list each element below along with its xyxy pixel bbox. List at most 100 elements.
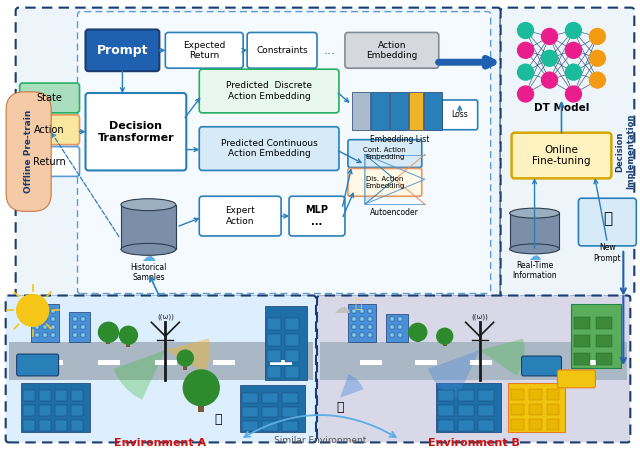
FancyBboxPatch shape xyxy=(557,370,595,388)
Bar xyxy=(35,325,38,329)
Text: 🧍: 🧍 xyxy=(214,413,222,426)
FancyBboxPatch shape xyxy=(20,115,79,144)
Text: Environment B: Environment B xyxy=(428,438,520,448)
Bar xyxy=(198,392,204,412)
Text: Historical
Samples: Historical Samples xyxy=(130,263,166,283)
Bar xyxy=(72,317,77,321)
Bar xyxy=(360,310,364,313)
Bar xyxy=(43,325,47,329)
Bar xyxy=(35,333,38,337)
Bar xyxy=(183,358,188,370)
Bar xyxy=(371,92,389,130)
Bar xyxy=(572,305,621,368)
Bar xyxy=(596,335,612,347)
Bar xyxy=(368,325,372,329)
Text: Loss: Loss xyxy=(451,110,468,119)
Text: Decision
Implementation: Decision Implementation xyxy=(616,114,635,189)
Text: State: State xyxy=(36,93,63,103)
FancyBboxPatch shape xyxy=(17,354,59,376)
Ellipse shape xyxy=(509,244,559,254)
Bar xyxy=(575,335,591,347)
Bar xyxy=(575,353,591,365)
Bar xyxy=(390,333,394,337)
Text: Return: Return xyxy=(33,157,66,166)
Bar xyxy=(458,405,474,416)
Bar xyxy=(285,350,299,362)
Bar xyxy=(438,419,454,431)
Text: Expected
Return: Expected Return xyxy=(183,40,225,60)
Bar xyxy=(81,333,84,337)
Bar xyxy=(320,342,627,380)
Bar xyxy=(22,419,35,431)
Circle shape xyxy=(120,326,138,344)
Bar xyxy=(285,366,299,378)
Bar xyxy=(51,325,54,329)
Circle shape xyxy=(518,22,534,38)
Bar xyxy=(81,317,84,321)
Bar xyxy=(22,405,35,416)
Circle shape xyxy=(518,64,534,80)
Circle shape xyxy=(17,294,49,326)
Text: Dis. Action
Embedding: Dis. Action Embedding xyxy=(365,176,404,189)
Circle shape xyxy=(541,28,557,45)
Bar xyxy=(547,404,559,414)
FancyBboxPatch shape xyxy=(348,168,422,196)
Ellipse shape xyxy=(121,199,176,211)
FancyBboxPatch shape xyxy=(511,133,611,178)
Bar xyxy=(368,333,372,337)
Bar xyxy=(398,317,402,321)
Bar xyxy=(270,360,292,365)
Bar xyxy=(267,318,281,330)
Bar xyxy=(285,318,299,330)
FancyBboxPatch shape xyxy=(522,356,561,376)
Wedge shape xyxy=(479,338,525,376)
Circle shape xyxy=(566,64,581,80)
Bar xyxy=(511,389,524,400)
Bar xyxy=(368,317,372,321)
FancyBboxPatch shape xyxy=(199,127,339,171)
FancyBboxPatch shape xyxy=(86,30,159,71)
Bar xyxy=(31,305,59,342)
Text: DT Model: DT Model xyxy=(534,103,589,113)
Bar xyxy=(547,418,559,429)
Bar xyxy=(35,317,38,321)
Circle shape xyxy=(566,42,581,58)
Bar xyxy=(262,407,278,417)
Bar xyxy=(242,421,258,431)
Text: Decision
Transformer: Decision Transformer xyxy=(97,121,174,143)
Circle shape xyxy=(566,86,581,102)
Bar xyxy=(386,315,408,342)
Bar xyxy=(509,213,559,249)
Bar xyxy=(579,360,602,365)
Circle shape xyxy=(177,350,193,366)
FancyBboxPatch shape xyxy=(20,83,79,113)
Bar xyxy=(596,353,612,365)
Bar xyxy=(416,332,420,342)
Bar xyxy=(398,325,402,329)
Bar xyxy=(43,310,47,313)
Bar xyxy=(443,336,447,346)
Text: Constraints: Constraints xyxy=(256,46,308,55)
Bar xyxy=(38,405,51,416)
Bar xyxy=(458,419,474,431)
FancyBboxPatch shape xyxy=(289,196,345,236)
Bar xyxy=(352,310,356,313)
Bar xyxy=(525,360,547,365)
Bar xyxy=(22,390,35,401)
FancyBboxPatch shape xyxy=(579,198,636,246)
Bar xyxy=(81,325,84,329)
Text: ☁: ☁ xyxy=(333,299,350,317)
Bar xyxy=(390,317,394,321)
Bar xyxy=(529,389,541,400)
Text: New
Prompt: New Prompt xyxy=(593,243,621,262)
Text: 🖥: 🖥 xyxy=(603,212,612,227)
Bar xyxy=(285,334,299,346)
Circle shape xyxy=(589,72,605,88)
Bar xyxy=(352,92,370,130)
Wedge shape xyxy=(340,374,364,398)
Text: ...: ... xyxy=(324,44,336,57)
FancyBboxPatch shape xyxy=(442,100,477,130)
FancyBboxPatch shape xyxy=(500,8,634,297)
Bar xyxy=(51,317,54,321)
Bar xyxy=(390,92,408,130)
